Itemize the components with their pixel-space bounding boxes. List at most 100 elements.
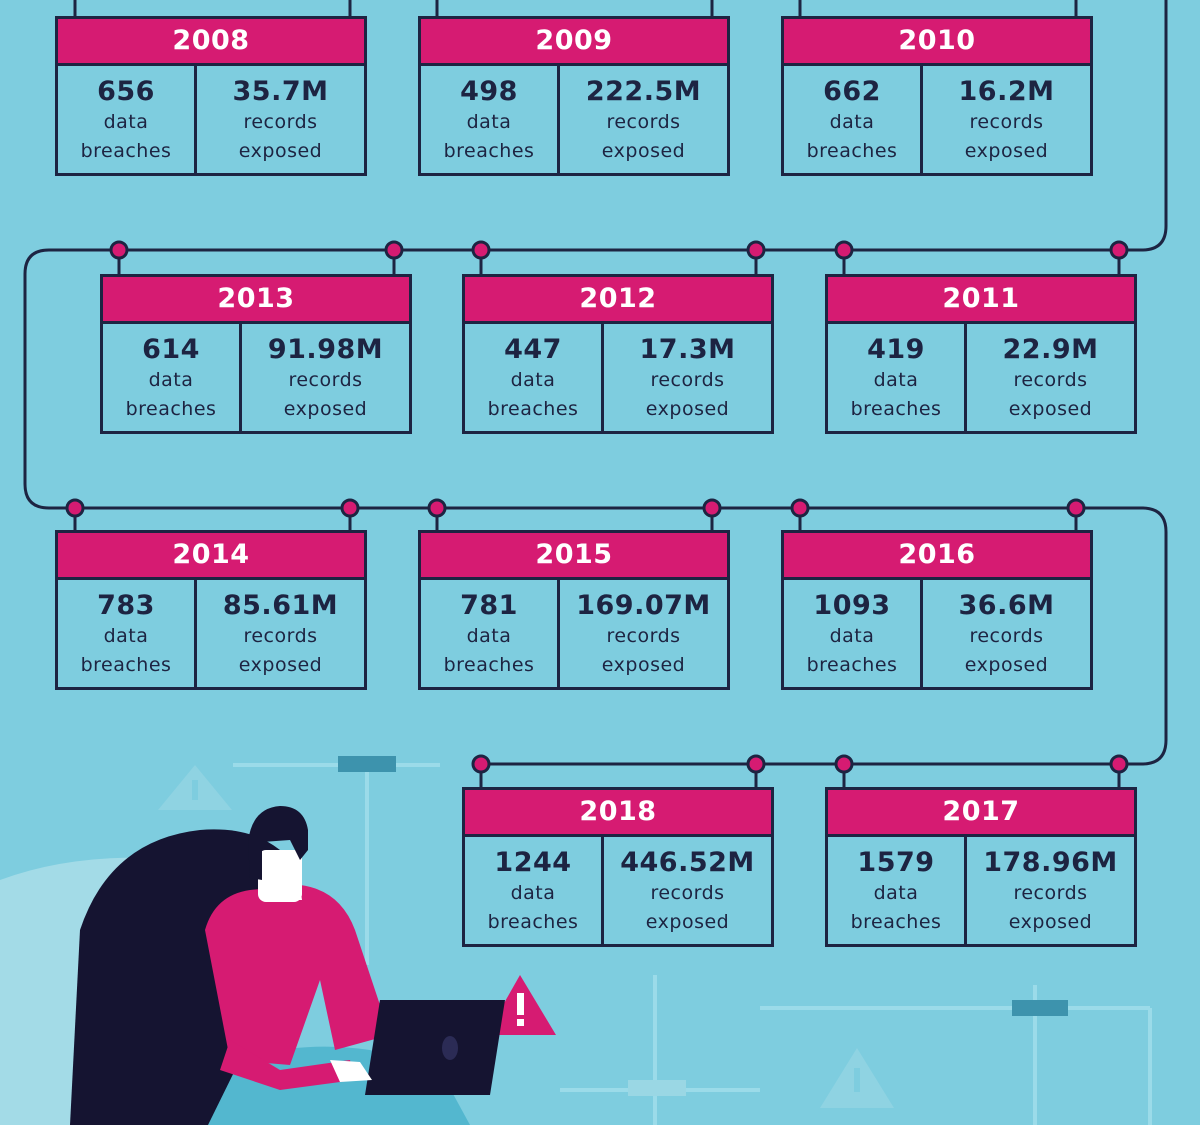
records-label: records (650, 882, 725, 904)
year-card: 2009 498 data breaches 222.5M records ex… (418, 16, 730, 176)
year-card: 2011 419 data breaches 22.9M records exp… (825, 274, 1137, 434)
breaches-label: data (103, 111, 149, 133)
breaches-label: breaches (806, 140, 898, 162)
records-label: records (1013, 369, 1088, 391)
breaches-label: breaches (80, 140, 172, 162)
year-label: 2017 (828, 790, 1134, 837)
breaches-count: 1093 (813, 590, 891, 621)
breaches-label: data (148, 369, 194, 391)
warning-icon (820, 1048, 894, 1108)
year-card: 2008 656 data breaches 35.7M records exp… (55, 16, 367, 176)
records-count: 17.3M (639, 334, 736, 365)
records-count: 22.9M (1002, 334, 1099, 365)
warning-icon (158, 765, 232, 810)
breaches-label: breaches (850, 911, 942, 933)
warning-icon (486, 975, 556, 1035)
year-card: 2015 781 data breaches 169.07M records e… (418, 530, 730, 690)
breaches-label: breaches (80, 654, 172, 676)
records-label: exposed (964, 140, 1049, 162)
pin-dot (834, 754, 854, 774)
records-label: records (606, 625, 681, 647)
records-label: records (243, 111, 318, 133)
year-card: 2013 614 data breaches 91.98M records ex… (100, 274, 412, 434)
pin-dot (109, 240, 129, 260)
records-label: exposed (238, 140, 323, 162)
breaches-label: data (510, 882, 556, 904)
breaches-count: 419 (867, 334, 925, 365)
pin-dot (702, 498, 722, 518)
year-label: 2011 (828, 277, 1134, 324)
breaches-label: data (829, 625, 875, 647)
pin-dot (427, 498, 447, 518)
pin-dot (471, 754, 491, 774)
breaches-label: breaches (850, 398, 942, 420)
breaches-count: 656 (97, 76, 155, 107)
records-label: exposed (601, 140, 686, 162)
year-card: 2017 1579 data breaches 178.96M records … (825, 787, 1137, 947)
records-label: exposed (1008, 911, 1093, 933)
breaches-count: 614 (142, 334, 200, 365)
records-count: 85.61M (222, 590, 339, 621)
breaches-count: 1579 (857, 847, 935, 878)
records-label: exposed (238, 654, 323, 676)
year-label: 2014 (58, 533, 364, 580)
records-count: 178.96M (983, 847, 1118, 878)
breaches-count: 447 (504, 334, 562, 365)
pin-dot (1109, 240, 1129, 260)
breaches-count: 781 (460, 590, 518, 621)
records-label: records (969, 625, 1044, 647)
year-label: 2008 (58, 19, 364, 66)
breaches-label: breaches (806, 654, 898, 676)
year-card: 2018 1244 data breaches 446.52M records … (462, 787, 774, 947)
year-label: 2010 (784, 19, 1090, 66)
breaches-count: 498 (460, 76, 518, 107)
records-label: exposed (283, 398, 368, 420)
year-card: 2014 783 data breaches 85.61M records ex… (55, 530, 367, 690)
breaches-count: 1244 (494, 847, 572, 878)
breaches-label: data (873, 369, 919, 391)
pin-dot (65, 498, 85, 518)
breaches-label: breaches (125, 398, 217, 420)
pin-dot (746, 240, 766, 260)
year-card: 2010 662 data breaches 16.2M records exp… (781, 16, 1093, 176)
records-count: 222.5M (585, 76, 702, 107)
records-count: 16.2M (958, 76, 1055, 107)
year-label: 2018 (465, 790, 771, 837)
records-count: 36.6M (958, 590, 1055, 621)
records-label: exposed (1008, 398, 1093, 420)
records-label: exposed (601, 654, 686, 676)
breaches-label: breaches (443, 140, 535, 162)
records-count: 446.52M (620, 847, 755, 878)
breaches-label: data (829, 111, 875, 133)
pin-dot (834, 240, 854, 260)
year-card: 2016 1093 data breaches 36.6M records ex… (781, 530, 1093, 690)
records-count: 169.07M (576, 590, 711, 621)
records-label: records (969, 111, 1044, 133)
records-label: records (650, 369, 725, 391)
records-label: exposed (964, 654, 1049, 676)
records-label: records (606, 111, 681, 133)
year-label: 2016 (784, 533, 1090, 580)
pin-dot (790, 498, 810, 518)
year-label: 2009 (421, 19, 727, 66)
breaches-label: data (466, 625, 512, 647)
breaches-count: 662 (823, 76, 881, 107)
breaches-count: 783 (97, 590, 155, 621)
year-card: 2012 447 data breaches 17.3M records exp… (462, 274, 774, 434)
records-count: 35.7M (232, 76, 329, 107)
records-label: exposed (645, 911, 730, 933)
pin-dot (471, 240, 491, 260)
year-label: 2015 (421, 533, 727, 580)
breaches-label: breaches (443, 654, 535, 676)
pin-dot (1109, 754, 1129, 774)
breaches-label: data (466, 111, 512, 133)
records-label: records (1013, 882, 1088, 904)
person-illustration (70, 806, 505, 1125)
breaches-label: data (510, 369, 556, 391)
breaches-label: data (103, 625, 149, 647)
breaches-label: breaches (487, 911, 579, 933)
breaches-label: breaches (487, 398, 579, 420)
